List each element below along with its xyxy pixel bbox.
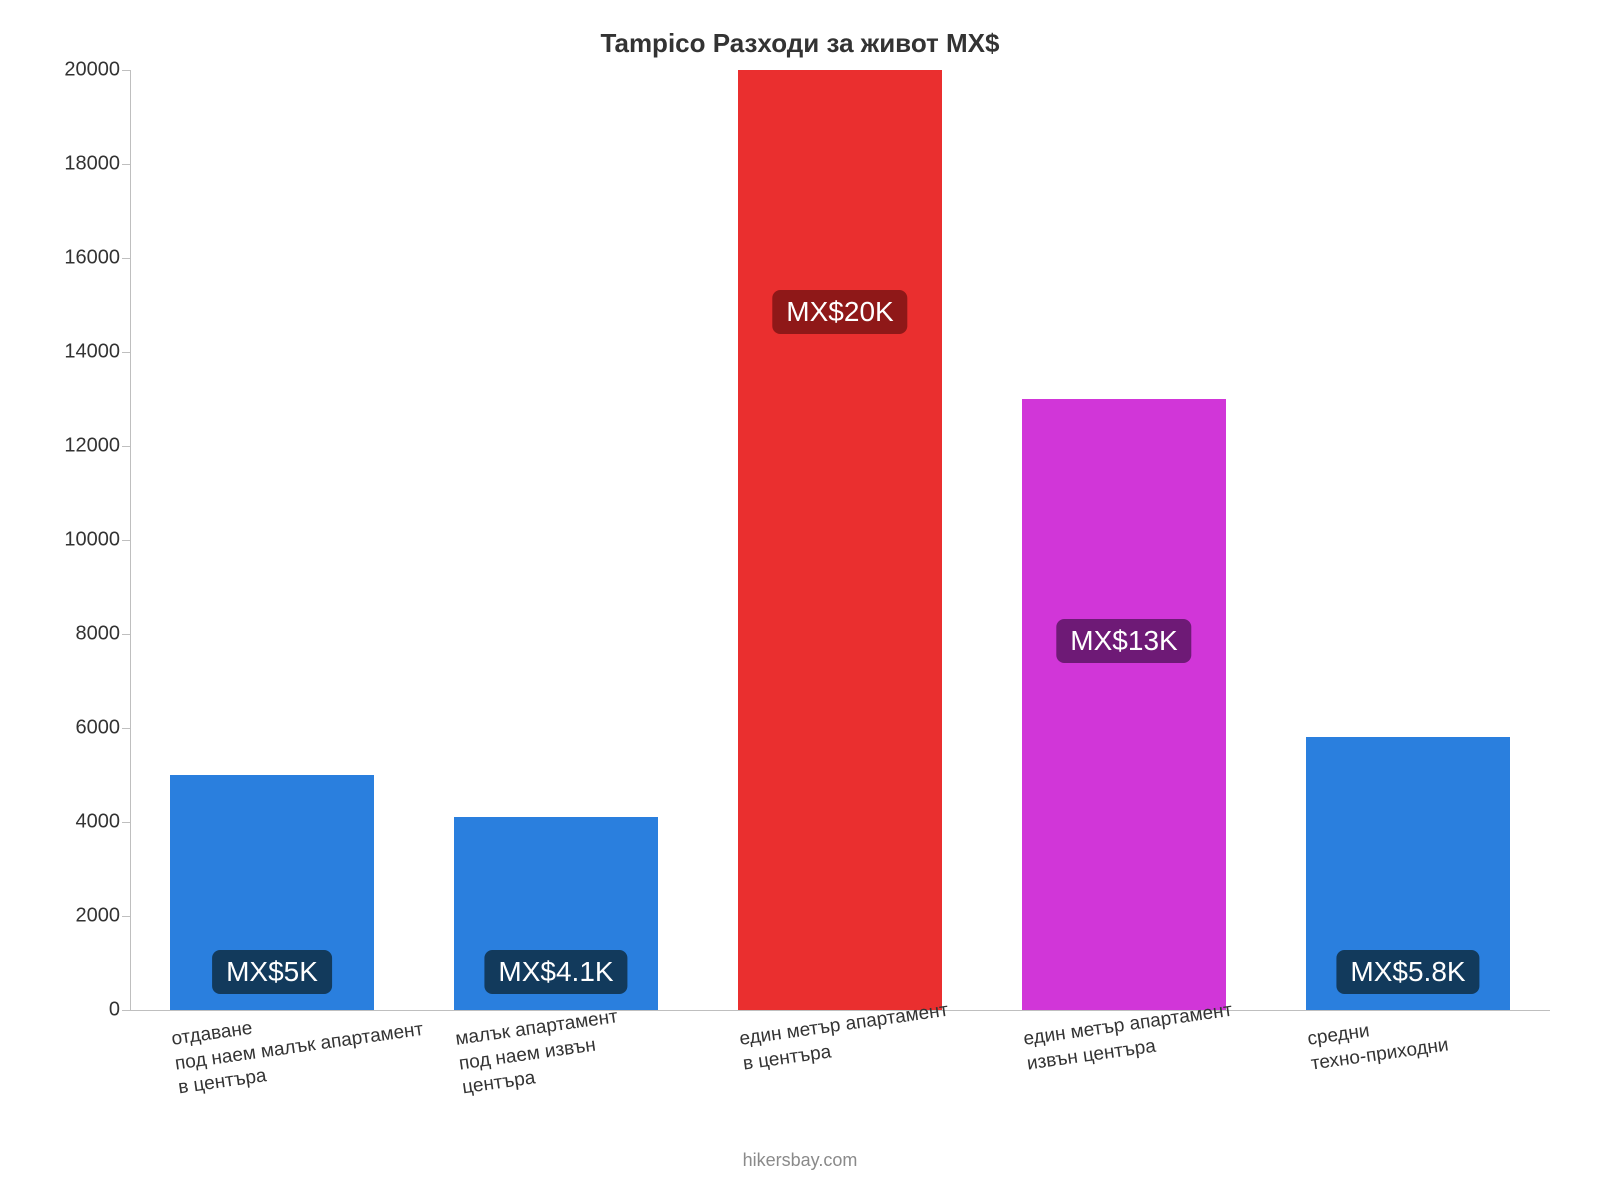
- attribution: hikersbay.com: [0, 1150, 1600, 1171]
- plot-area: 0200040006000800010000120001400016000180…: [130, 70, 1550, 1010]
- y-tick-label: 20000: [64, 59, 130, 82]
- y-tick-label: 12000: [64, 435, 130, 458]
- bar-value-label: MX$4.1K: [484, 950, 627, 994]
- y-tick-label: 10000: [64, 529, 130, 552]
- bar: [738, 70, 942, 1010]
- x-tick-label: средни техно-приходни: [1306, 1009, 1450, 1077]
- y-tick-label: 4000: [76, 811, 131, 834]
- bar: [1022, 399, 1226, 1010]
- y-tick-label: 14000: [64, 341, 130, 364]
- y-axis-line: [130, 70, 131, 1010]
- bar-value-label: MX$20K: [772, 290, 907, 334]
- y-tick-label: 8000: [76, 623, 131, 646]
- y-tick-label: 6000: [76, 717, 131, 740]
- x-tick-label: малък апартамент под наем извън центъра: [454, 1005, 626, 1101]
- chart-container: Tampico Разходи за живот MX$ 02000400060…: [0, 0, 1600, 1200]
- bar-value-label: MX$5K: [212, 950, 332, 994]
- bar-value-label: MX$5.8K: [1336, 950, 1479, 994]
- y-tick-label: 2000: [76, 905, 131, 928]
- bar-value-label: MX$13K: [1056, 619, 1191, 663]
- y-tick-label: 0: [109, 999, 130, 1022]
- y-tick-label: 18000: [64, 153, 130, 176]
- y-tick-label: 16000: [64, 247, 130, 270]
- chart-title: Tampico Разходи за живот MX$: [0, 28, 1600, 59]
